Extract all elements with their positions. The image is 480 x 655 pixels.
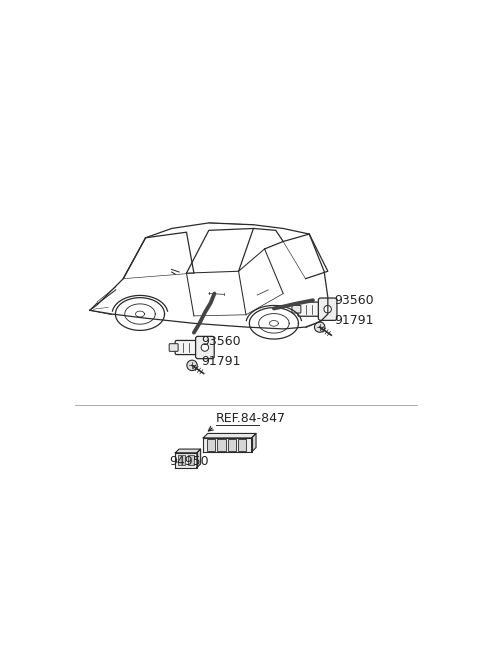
Polygon shape (197, 449, 201, 468)
Text: REF.84-847: REF.84-847 (216, 411, 286, 424)
Bar (207, 440, 215, 451)
FancyBboxPatch shape (298, 302, 321, 316)
Text: 93560: 93560 (335, 294, 374, 307)
Polygon shape (203, 434, 256, 438)
Polygon shape (175, 449, 201, 453)
Text: 91791: 91791 (202, 355, 241, 367)
Circle shape (187, 360, 197, 371)
Polygon shape (175, 453, 197, 468)
Bar (178, 455, 185, 466)
Circle shape (201, 344, 209, 351)
Polygon shape (203, 438, 252, 452)
Text: 94950: 94950 (170, 455, 209, 468)
Bar (228, 440, 236, 451)
Bar (188, 455, 194, 466)
Circle shape (324, 305, 331, 313)
Bar (217, 440, 226, 451)
FancyBboxPatch shape (292, 305, 301, 313)
Polygon shape (252, 434, 256, 452)
Text: 93560: 93560 (202, 335, 241, 348)
FancyBboxPatch shape (318, 298, 337, 320)
Bar (238, 440, 246, 451)
FancyBboxPatch shape (175, 341, 199, 354)
Text: 91791: 91791 (335, 314, 374, 327)
Circle shape (314, 322, 325, 332)
FancyBboxPatch shape (195, 337, 214, 359)
FancyBboxPatch shape (169, 344, 178, 351)
